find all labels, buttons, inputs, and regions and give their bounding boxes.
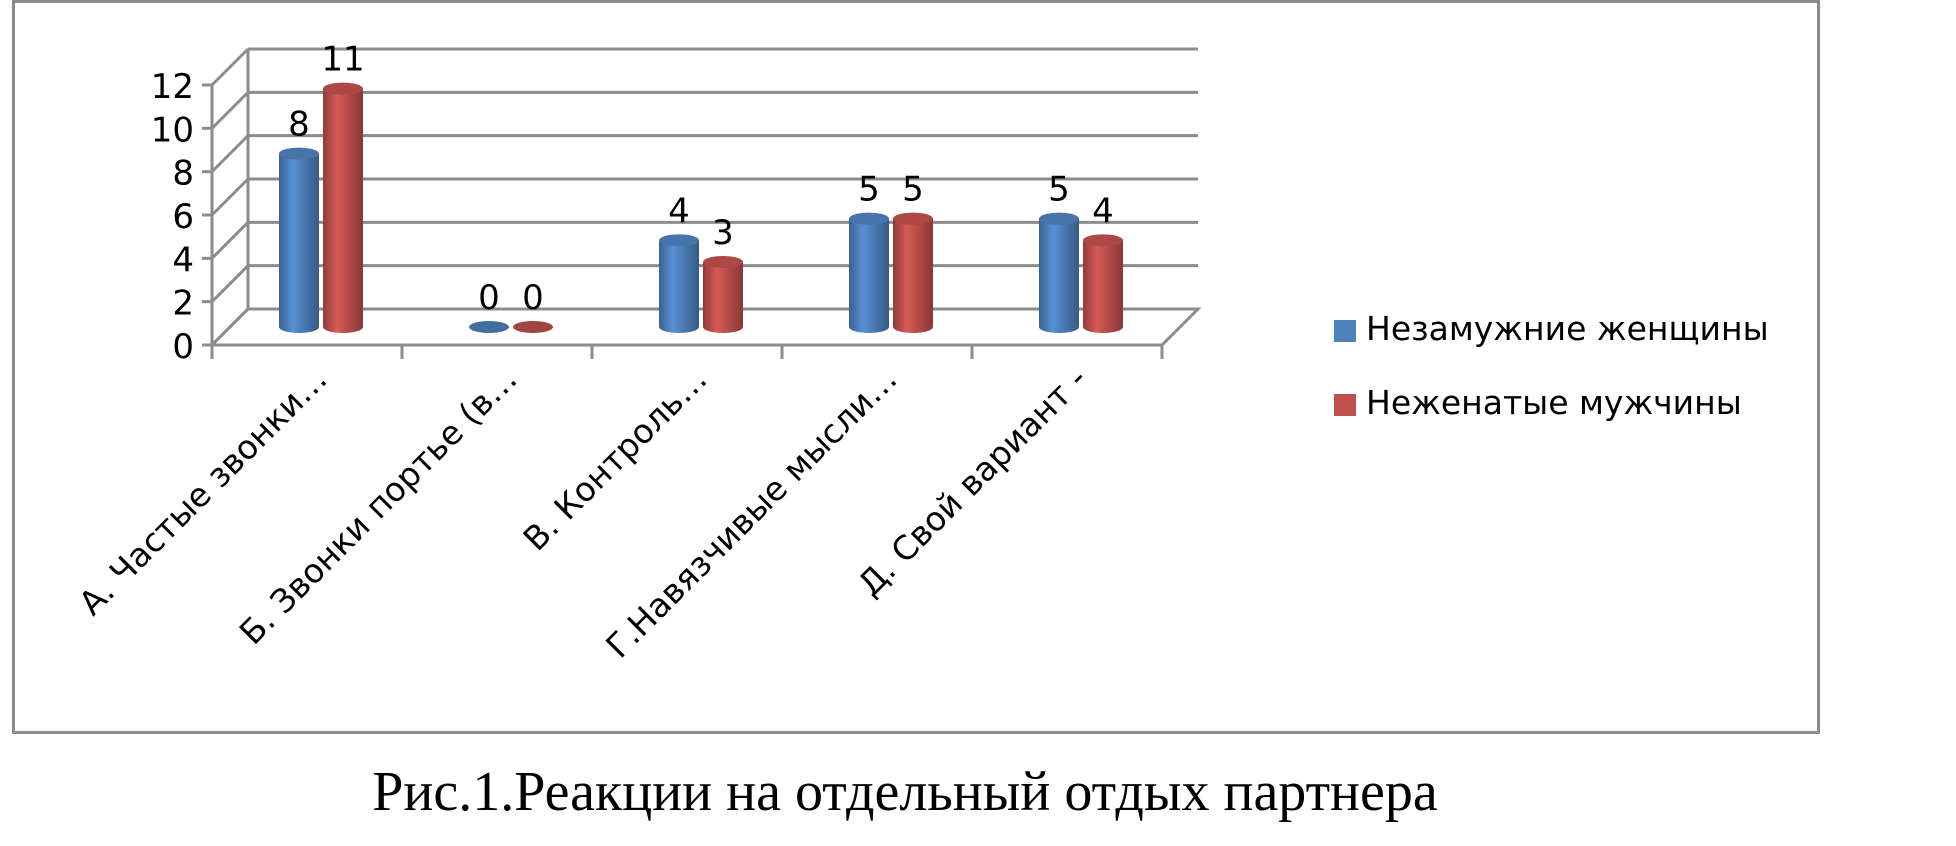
bar-women bbox=[1039, 212, 1079, 333]
figure-caption: Рис.1.Реакции на отдельный отдых партнер… bbox=[372, 761, 1438, 823]
data-label: 11 bbox=[321, 40, 364, 80]
bar-men bbox=[513, 321, 553, 333]
bars bbox=[279, 82, 1123, 334]
bar-body bbox=[659, 240, 699, 333]
data-label: 5 bbox=[902, 170, 924, 210]
bar-women bbox=[279, 147, 319, 333]
bar-top bbox=[893, 212, 933, 225]
bar-body bbox=[279, 153, 319, 333]
bar-men bbox=[893, 212, 933, 333]
legend-swatch bbox=[1334, 394, 1356, 416]
bar-top bbox=[849, 212, 889, 225]
bar-women bbox=[469, 321, 509, 333]
gridline-side bbox=[210, 307, 250, 347]
data-label: 4 bbox=[1092, 191, 1114, 231]
data-label: 0 bbox=[478, 278, 500, 318]
bar-men bbox=[703, 256, 743, 333]
bar-body bbox=[1083, 240, 1123, 333]
data-label: 0 bbox=[522, 278, 544, 318]
y-tick-label: 6 bbox=[172, 197, 194, 237]
gridline-side bbox=[210, 221, 250, 260]
data-label: 8 bbox=[288, 105, 310, 145]
bar-body bbox=[703, 262, 743, 333]
bar-top bbox=[703, 256, 743, 268]
bar-top bbox=[1083, 234, 1123, 247]
bar-top bbox=[1039, 212, 1079, 225]
bar-men bbox=[1083, 234, 1123, 333]
bar-top bbox=[279, 147, 319, 160]
legend-label: Незамужние женщины bbox=[1366, 309, 1769, 348]
gridline-side bbox=[210, 91, 250, 130]
data-label: 5 bbox=[858, 170, 880, 210]
bar-body bbox=[893, 218, 933, 333]
y-tick-label: 0 bbox=[172, 327, 194, 367]
bar-body bbox=[323, 88, 363, 334]
data-label: 4 bbox=[668, 191, 690, 231]
y-tick-label: 4 bbox=[172, 240, 194, 280]
gridline-side bbox=[210, 177, 250, 217]
gridline-side bbox=[210, 47, 250, 87]
bar-women bbox=[659, 234, 699, 333]
y-tick-label: 12 bbox=[151, 67, 194, 107]
legend: Незамужние женщины Неженатые мужчины bbox=[1334, 309, 1769, 422]
bar-top bbox=[469, 321, 509, 333]
bar-body bbox=[1039, 218, 1079, 333]
bar-top bbox=[513, 321, 553, 333]
legend-label: Неженатые мужчины bbox=[1366, 383, 1742, 422]
y-tick-label: 2 bbox=[172, 284, 194, 324]
bar-men bbox=[323, 82, 363, 334]
data-label: 3 bbox=[712, 213, 734, 253]
y-tick-label: 10 bbox=[151, 110, 194, 150]
bar-body bbox=[849, 218, 889, 333]
gridline-side bbox=[210, 264, 250, 303]
data-label: 5 bbox=[1048, 170, 1070, 210]
bar-women bbox=[849, 212, 889, 333]
x-axis-labels: А. Частые звонки…Б. Звонки портье (в…В. … bbox=[71, 359, 1095, 665]
gridline-side bbox=[210, 134, 250, 173]
bar-top bbox=[659, 234, 699, 247]
x-category-label: В. Контроль… bbox=[515, 359, 714, 558]
legend-swatch bbox=[1334, 320, 1356, 342]
y-tick-label: 8 bbox=[172, 154, 194, 194]
bar-top bbox=[323, 82, 363, 95]
